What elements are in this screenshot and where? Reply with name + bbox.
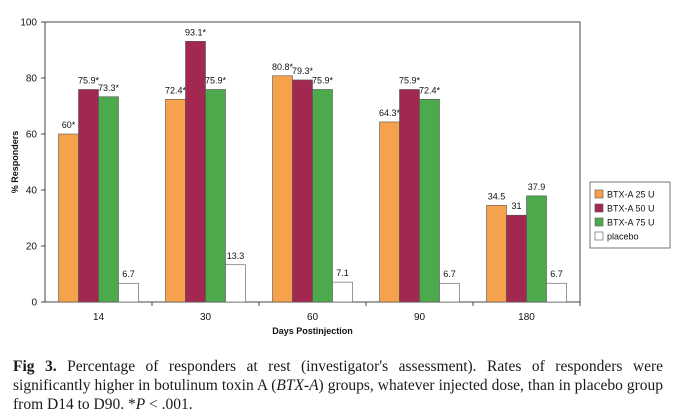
data-label: 93.1* bbox=[185, 27, 207, 37]
caption-text-3: < .001. bbox=[145, 395, 193, 413]
legend-swatch bbox=[594, 217, 604, 227]
legend-swatch bbox=[594, 189, 604, 199]
x-tick-label: 90 bbox=[414, 312, 426, 323]
data-label: 31 bbox=[511, 201, 521, 211]
data-label: 34.5 bbox=[488, 191, 506, 201]
y-tick-label: 100 bbox=[20, 18, 37, 29]
bar bbox=[546, 282, 567, 303]
bar bbox=[58, 133, 79, 303]
x-tick-label: 60 bbox=[307, 312, 319, 323]
x-axis-label: Days Postinjection bbox=[272, 326, 353, 336]
data-label: 13.3 bbox=[227, 251, 245, 261]
data-label: 6.7 bbox=[122, 269, 135, 279]
y-tick-label: 60 bbox=[26, 130, 38, 141]
bar bbox=[486, 205, 507, 303]
x-tick-label: 30 bbox=[200, 312, 212, 323]
data-label: 79.3* bbox=[292, 66, 314, 76]
data-label: 60* bbox=[62, 120, 76, 130]
data-label: 72.4* bbox=[419, 85, 441, 95]
legend-label: BTX-A 75 U bbox=[607, 218, 655, 228]
y-tick-label: 80 bbox=[26, 74, 38, 85]
legend-label: placebo bbox=[607, 232, 639, 242]
data-label: 72.4* bbox=[165, 85, 187, 95]
bar bbox=[332, 281, 353, 303]
chart-area: 0 20 40 60 80 100 60* 75.9* 73.3* 6.7 14 72.4* 93.1*… bbox=[10, 18, 671, 336]
x-tick-label: 180 bbox=[518, 312, 535, 323]
bar bbox=[78, 89, 99, 303]
y-tick-label: 0 bbox=[31, 298, 37, 309]
y-tick-label: 20 bbox=[26, 242, 38, 253]
data-label: 73.3* bbox=[98, 83, 120, 93]
data-label: 75.9* bbox=[312, 75, 334, 85]
bar bbox=[165, 98, 186, 303]
x-tick-label: 14 bbox=[93, 312, 105, 323]
legend-box bbox=[589, 181, 671, 249]
caption-text-1: Percentage of responders at rest (invest… bbox=[13, 357, 664, 394]
data-label: 75.9* bbox=[78, 75, 100, 85]
data-label: 7.1 bbox=[336, 268, 349, 278]
legend-swatch bbox=[594, 203, 604, 213]
legend-swatch bbox=[594, 231, 604, 241]
data-label: 64.3* bbox=[379, 108, 401, 118]
bar bbox=[312, 89, 333, 303]
caption-label: Fig 3. bbox=[13, 357, 57, 375]
legend-label: BTX-A 50 U bbox=[607, 204, 655, 214]
bar bbox=[185, 41, 206, 303]
caption-text-2: ) groups, whatever injected dose, than i… bbox=[13, 376, 663, 413]
y-axis-label: % Responders bbox=[10, 131, 20, 194]
caption-p-symbol: P bbox=[135, 395, 146, 413]
data-label: 75.9* bbox=[205, 75, 227, 85]
data-label: 80.8* bbox=[272, 62, 294, 72]
bar bbox=[225, 264, 246, 303]
bar bbox=[292, 79, 313, 303]
bar bbox=[272, 75, 293, 303]
bar bbox=[399, 89, 420, 303]
bar-chart: 02040608010060*75.9*73.3*6.71472.4*93.1*… bbox=[10, 18, 671, 336]
bar bbox=[506, 214, 527, 303]
bar bbox=[379, 121, 400, 303]
bar bbox=[439, 282, 460, 303]
bar bbox=[526, 195, 547, 303]
legend-label: BTX-A 25 U bbox=[607, 190, 655, 200]
y-tick-label: 40 bbox=[26, 186, 38, 197]
data-label: 75.9* bbox=[399, 75, 421, 85]
bar bbox=[205, 89, 226, 303]
bar bbox=[419, 98, 440, 303]
data-label: 6.7 bbox=[550, 269, 563, 279]
bar bbox=[98, 96, 119, 303]
bar bbox=[118, 282, 139, 303]
caption-abbrev: BTX-A bbox=[276, 376, 319, 394]
figure-caption: Fig 3. Percentage of responders at rest … bbox=[13, 357, 663, 414]
data-label: 6.7 bbox=[443, 269, 456, 279]
data-label: 37.9 bbox=[528, 182, 546, 192]
